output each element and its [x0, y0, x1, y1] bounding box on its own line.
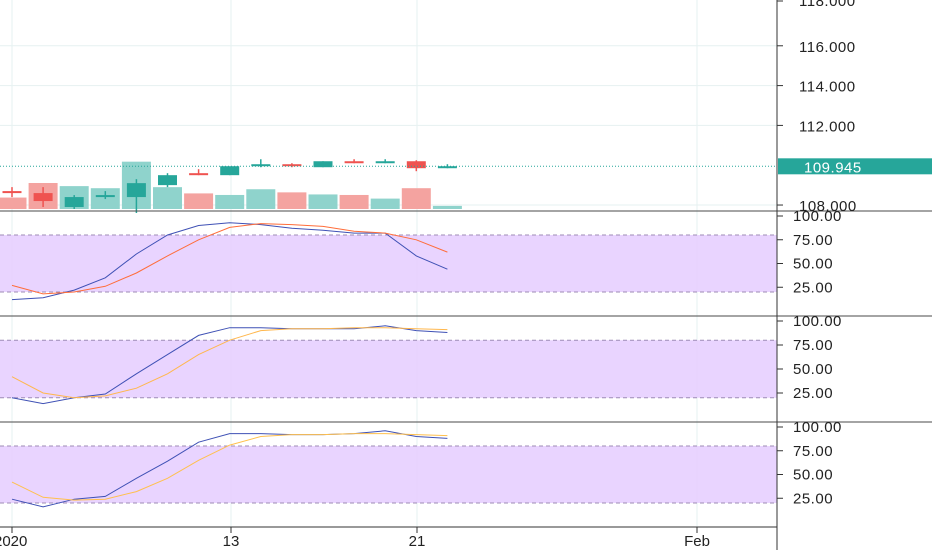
time-tick-label: 13 [223, 533, 240, 550]
oscillator-tick-label: 75.00 [793, 232, 833, 249]
candle-body [33, 193, 53, 202]
price-tick-label: 108.000 [799, 198, 857, 215]
oscillator-tick-label: 100.00 [793, 419, 842, 436]
volume-bar [370, 198, 400, 209]
oscillator-tick-label: 50.00 [793, 467, 833, 484]
price-tick-label-partial: 118.000 [799, 0, 856, 10]
volume-bar [432, 205, 462, 209]
candle-body [95, 195, 115, 198]
last-price-label: 109.945 [804, 159, 862, 176]
oscillator-tick-label: 100.00 [793, 208, 842, 225]
oscillator-k-line [11, 222, 448, 301]
oscillator-k-line [11, 430, 448, 508]
candle-body [158, 175, 177, 186]
time-tick-label: 2020 [0, 533, 27, 550]
volume-bar [246, 189, 276, 209]
oscillator-tick-label: 50.00 [793, 361, 833, 378]
last-price-badge [778, 158, 932, 175]
candle-body [2, 191, 22, 194]
candle-body [126, 183, 146, 198]
candle-body [220, 166, 240, 176]
candle-body [189, 173, 209, 176]
volume-bar [153, 187, 182, 209]
volume-bar [215, 194, 245, 209]
candle-body [313, 161, 333, 168]
candle-body [64, 197, 84, 208]
oscillator-band [0, 340, 777, 398]
oscillator-tick-label: 75.00 [793, 443, 833, 460]
candle-body [282, 164, 302, 167]
volume-bar [184, 193, 214, 209]
price-tick-label: 114.000 [799, 79, 856, 96]
oscillator-tick-label: 50.00 [793, 256, 833, 273]
oscillator-d-line [11, 327, 448, 399]
oscillator-tick-label: 25.00 [793, 490, 833, 507]
oscillator-tick-label: 25.00 [793, 279, 833, 296]
candle-body [406, 161, 426, 169]
time-tick-label: Feb [684, 533, 710, 550]
volume-bar [401, 188, 431, 209]
oscillator-band [0, 235, 777, 292]
candle-body [344, 161, 364, 164]
oscillator-tick-label: 100.00 [793, 313, 842, 330]
candle-body [375, 161, 395, 164]
oscillator-band [0, 446, 777, 503]
volume-bar [339, 194, 369, 209]
volume-bar [308, 194, 338, 209]
oscillator-d-line [11, 223, 448, 295]
time-tick-label: 21 [409, 533, 426, 550]
price-tick-label: 116.000 [799, 39, 856, 56]
volume-bar [0, 197, 27, 209]
oscillator-k-line [11, 325, 448, 405]
volume-bar [277, 192, 307, 209]
oscillator-d-line [11, 433, 448, 501]
price-tick-label: 112.000 [799, 118, 856, 135]
oscillator-tick-label: 25.00 [793, 385, 833, 402]
oscillator-tick-label: 75.00 [793, 337, 833, 354]
candle-body [437, 166, 457, 169]
candle-body [251, 164, 271, 167]
